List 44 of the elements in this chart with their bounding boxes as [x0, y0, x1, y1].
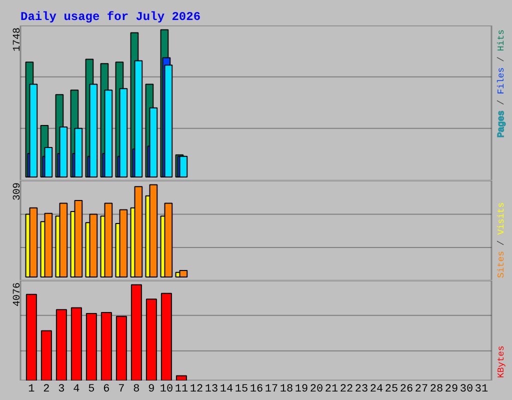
text: /	[496, 56, 506, 62]
text: /	[496, 100, 506, 106]
x-tick-label: 12	[190, 384, 204, 396]
x-tick-label: 23	[354, 384, 368, 396]
x-tick-label: 9	[148, 384, 155, 396]
x-tick-label: 27	[414, 384, 428, 396]
x-tick-label: 10	[160, 384, 174, 396]
x-tick-label: 8	[133, 384, 140, 396]
x-tick-label: 30	[460, 384, 474, 396]
x-tick-label: 1	[28, 384, 36, 396]
text: Sites	[496, 250, 506, 278]
x-tick-label: 16	[250, 384, 264, 396]
x-tick-label: 29	[444, 384, 458, 396]
annotation: 4076	[12, 282, 24, 307]
x-tick-label: 18	[280, 384, 294, 396]
text: KBytes	[496, 346, 506, 378]
annotation: 1748	[12, 27, 24, 52]
chart-title: Daily usage for July 2026	[20, 10, 201, 24]
x-tick-label: 2	[43, 384, 50, 396]
x-tick-label: 3	[58, 384, 65, 396]
x-tick-label: 17	[264, 384, 278, 396]
annotation: 309	[12, 182, 24, 201]
x-tick-label: 11	[174, 384, 188, 396]
text: Files	[496, 67, 506, 94]
text: Pages	[496, 110, 506, 138]
x-tick-label: 19	[294, 384, 308, 396]
x-tick-label: 13	[204, 384, 218, 396]
x-tick-label: 5	[88, 384, 95, 396]
x-tick-label: 6	[103, 384, 110, 396]
x-tick-label: 20	[310, 384, 324, 396]
x-tick-label: 25	[384, 384, 398, 396]
x-tick-label: 31	[474, 384, 488, 396]
text: Visits	[496, 202, 506, 235]
x-tick-label: 15	[234, 384, 248, 396]
x-tick-label: 26	[400, 384, 414, 396]
x-tick-label: 22	[340, 384, 354, 396]
x-tick-label: 4	[73, 384, 80, 396]
x-tick-label: 24	[370, 384, 384, 396]
x-tick-label: 21	[324, 384, 338, 396]
x-tick-label: 7	[118, 384, 125, 396]
text: /	[496, 240, 506, 246]
text: Hits	[496, 29, 506, 52]
x-tick-label: 14	[220, 384, 234, 396]
x-tick-label: 28	[430, 384, 444, 396]
